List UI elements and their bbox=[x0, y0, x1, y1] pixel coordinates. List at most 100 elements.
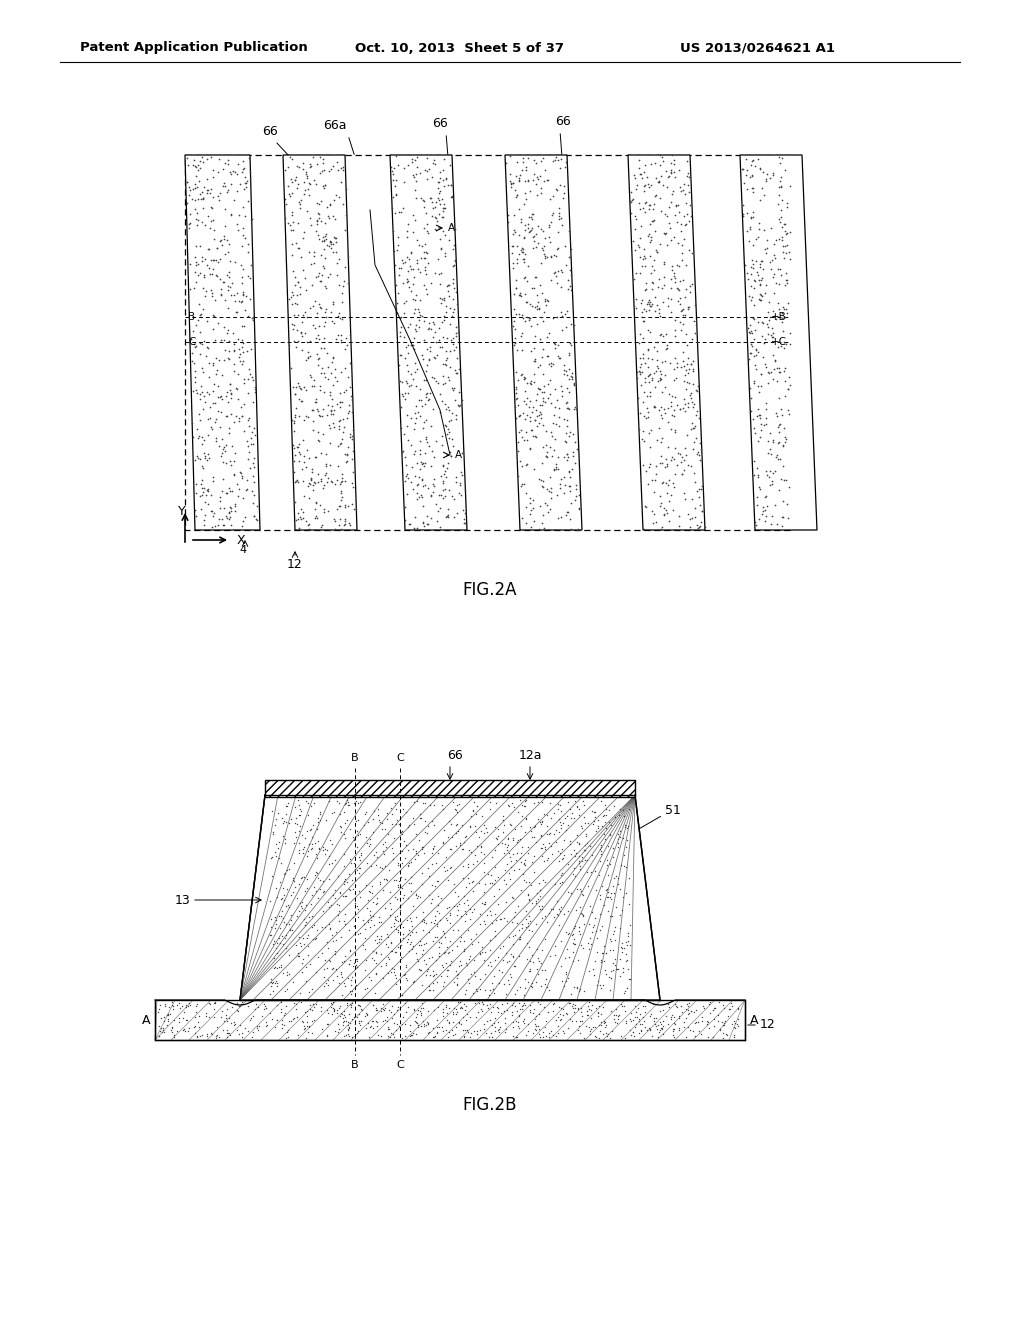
Point bbox=[765, 164, 781, 185]
Point bbox=[218, 385, 234, 407]
Point bbox=[441, 370, 458, 391]
Point bbox=[419, 383, 435, 404]
Point bbox=[274, 878, 291, 899]
Point bbox=[444, 1019, 461, 1040]
Point bbox=[318, 455, 335, 477]
Point bbox=[424, 399, 440, 420]
Point bbox=[562, 843, 579, 865]
Point bbox=[641, 198, 657, 219]
Point bbox=[523, 875, 540, 896]
Point bbox=[617, 981, 634, 1002]
Point bbox=[642, 214, 658, 235]
Point bbox=[482, 1023, 499, 1044]
Point bbox=[221, 374, 238, 395]
Point bbox=[775, 455, 792, 477]
Point bbox=[236, 178, 252, 199]
Point bbox=[670, 290, 686, 312]
Text: A: A bbox=[141, 1014, 150, 1027]
Point bbox=[231, 290, 248, 312]
Point bbox=[534, 810, 550, 832]
Point bbox=[268, 878, 285, 899]
Point bbox=[444, 238, 461, 259]
Point bbox=[322, 950, 338, 972]
Point bbox=[298, 970, 314, 991]
Point bbox=[380, 1016, 396, 1038]
Point bbox=[742, 343, 759, 364]
Point bbox=[400, 854, 417, 875]
Point bbox=[627, 206, 643, 227]
Point bbox=[321, 939, 337, 960]
Point bbox=[207, 993, 223, 1014]
Point bbox=[371, 929, 387, 950]
Point bbox=[413, 1015, 429, 1036]
Point bbox=[609, 829, 626, 850]
Point bbox=[604, 1020, 621, 1041]
Point bbox=[408, 921, 424, 942]
Point bbox=[426, 875, 442, 896]
Point bbox=[337, 869, 353, 890]
Point bbox=[749, 457, 765, 478]
Point bbox=[652, 166, 669, 187]
Point bbox=[297, 180, 313, 201]
Point bbox=[312, 338, 329, 359]
Point bbox=[555, 1022, 571, 1043]
Point bbox=[725, 1027, 741, 1048]
Point bbox=[640, 292, 656, 313]
Point bbox=[399, 483, 416, 504]
Point bbox=[337, 339, 353, 360]
Point bbox=[339, 795, 355, 816]
Point bbox=[429, 900, 445, 921]
Point bbox=[762, 422, 778, 444]
Point bbox=[222, 173, 239, 194]
Point bbox=[771, 413, 787, 434]
Point bbox=[410, 401, 426, 422]
Point bbox=[369, 892, 385, 913]
Point bbox=[378, 953, 394, 974]
Point bbox=[269, 942, 286, 964]
Point bbox=[685, 359, 701, 380]
Point bbox=[512, 999, 528, 1020]
Text: B: B bbox=[188, 312, 196, 322]
Point bbox=[641, 296, 657, 317]
Point bbox=[364, 855, 380, 876]
Point bbox=[771, 147, 787, 168]
Point bbox=[605, 837, 622, 858]
Point bbox=[642, 194, 658, 215]
Point bbox=[776, 432, 793, 453]
Point bbox=[510, 465, 526, 486]
Point bbox=[329, 470, 345, 491]
Point bbox=[674, 235, 690, 256]
Point bbox=[398, 290, 415, 312]
Point bbox=[516, 391, 532, 412]
Point bbox=[531, 810, 548, 832]
Point bbox=[680, 297, 696, 318]
Point bbox=[633, 215, 649, 236]
Point bbox=[340, 1016, 356, 1038]
Point bbox=[546, 459, 562, 480]
Point bbox=[276, 927, 293, 948]
Point bbox=[640, 364, 656, 385]
Point bbox=[635, 519, 651, 540]
Point bbox=[463, 1023, 479, 1044]
Point bbox=[427, 371, 443, 392]
Point bbox=[670, 279, 686, 300]
Point bbox=[636, 995, 652, 1016]
Point bbox=[246, 471, 262, 492]
Point bbox=[296, 908, 312, 929]
Point bbox=[230, 478, 247, 499]
Point bbox=[195, 197, 211, 218]
Point bbox=[427, 219, 443, 240]
Point bbox=[151, 1026, 167, 1047]
Point bbox=[286, 832, 302, 853]
Point bbox=[512, 405, 528, 426]
Point bbox=[418, 913, 434, 935]
Point bbox=[284, 201, 300, 222]
Point bbox=[516, 791, 532, 812]
Point bbox=[301, 519, 317, 540]
Point bbox=[655, 150, 672, 172]
Point bbox=[496, 814, 512, 836]
Point bbox=[652, 1019, 669, 1040]
Point bbox=[547, 261, 563, 282]
Point bbox=[370, 804, 386, 825]
Point bbox=[618, 977, 635, 998]
